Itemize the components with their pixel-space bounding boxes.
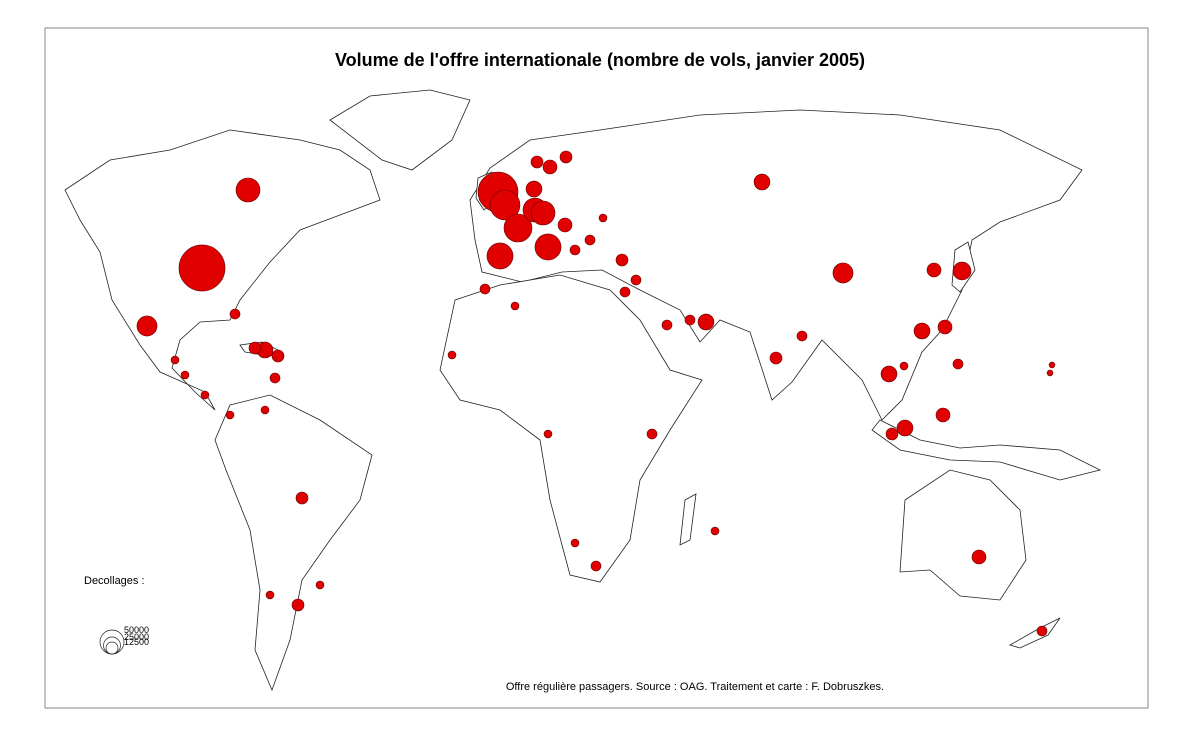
bubble bbox=[503, 213, 533, 243]
bubble bbox=[630, 274, 642, 286]
bubble bbox=[479, 283, 491, 295]
bubble bbox=[935, 407, 951, 423]
bubble bbox=[1046, 369, 1054, 377]
legend-label: 12500 bbox=[124, 637, 149, 647]
bubble bbox=[885, 427, 899, 441]
bubble bbox=[271, 349, 285, 363]
bubble bbox=[937, 319, 953, 335]
bubble bbox=[489, 189, 521, 221]
bubble bbox=[295, 491, 309, 505]
bubble bbox=[1048, 361, 1056, 369]
bubble bbox=[530, 155, 544, 169]
bubble bbox=[178, 244, 226, 292]
bubble bbox=[926, 262, 942, 278]
bubble bbox=[543, 429, 553, 439]
bubble bbox=[590, 560, 602, 572]
bubble bbox=[525, 180, 543, 198]
bubble bbox=[880, 365, 898, 383]
bubble bbox=[697, 313, 715, 331]
bubble bbox=[447, 350, 457, 360]
bubble bbox=[291, 598, 305, 612]
bubble bbox=[542, 159, 558, 175]
eurasia bbox=[469, 109, 1083, 421]
bubble bbox=[235, 177, 261, 203]
bubble bbox=[753, 173, 771, 191]
bubble bbox=[646, 428, 658, 440]
bubble bbox=[615, 253, 629, 267]
bubble bbox=[710, 526, 720, 536]
bubble bbox=[269, 372, 281, 384]
map-title: Volume de l'offre internationale (nombre… bbox=[335, 50, 865, 70]
bubble bbox=[265, 590, 275, 600]
bubble bbox=[510, 301, 520, 311]
bubble bbox=[136, 315, 158, 337]
new-zealand bbox=[1008, 617, 1061, 649]
bubble bbox=[229, 308, 241, 320]
bubble bbox=[1036, 625, 1048, 637]
africa bbox=[439, 274, 703, 583]
bubble bbox=[570, 538, 580, 548]
bubble bbox=[569, 244, 581, 256]
bubble bbox=[315, 580, 325, 590]
legend-circle bbox=[105, 641, 119, 655]
greenland bbox=[329, 89, 471, 171]
bubble bbox=[619, 286, 631, 298]
bubble bbox=[248, 341, 262, 355]
bubble bbox=[559, 150, 573, 164]
bubble bbox=[534, 233, 562, 261]
bubble bbox=[530, 200, 556, 226]
bubble bbox=[971, 549, 987, 565]
bubble bbox=[200, 390, 210, 400]
bubble bbox=[557, 217, 573, 233]
bubble bbox=[952, 358, 964, 370]
bubble bbox=[486, 242, 514, 270]
bubble bbox=[832, 262, 854, 284]
legend-label: 25000 bbox=[124, 632, 149, 642]
bubble bbox=[769, 351, 783, 365]
indonesia bbox=[871, 419, 1102, 481]
bubble bbox=[180, 370, 190, 380]
bubbles bbox=[136, 150, 1056, 637]
australia bbox=[899, 469, 1027, 601]
bubble bbox=[952, 261, 972, 281]
bubble bbox=[260, 405, 270, 415]
legend-label: 50000 bbox=[124, 625, 149, 635]
bubble bbox=[598, 213, 608, 223]
bubble bbox=[584, 234, 596, 246]
bubble bbox=[684, 314, 696, 326]
bubble bbox=[170, 355, 180, 365]
bubble bbox=[899, 361, 909, 371]
madagascar bbox=[679, 493, 697, 546]
bubble bbox=[225, 410, 235, 420]
source-note: Offre régulière passagers. Source : OAG.… bbox=[506, 681, 884, 693]
bubble bbox=[896, 419, 914, 437]
bubble bbox=[661, 319, 673, 331]
bubble bbox=[913, 322, 931, 340]
bubble bbox=[796, 330, 808, 342]
legend-title: Decollages : bbox=[84, 575, 145, 587]
south-america bbox=[214, 394, 373, 692]
